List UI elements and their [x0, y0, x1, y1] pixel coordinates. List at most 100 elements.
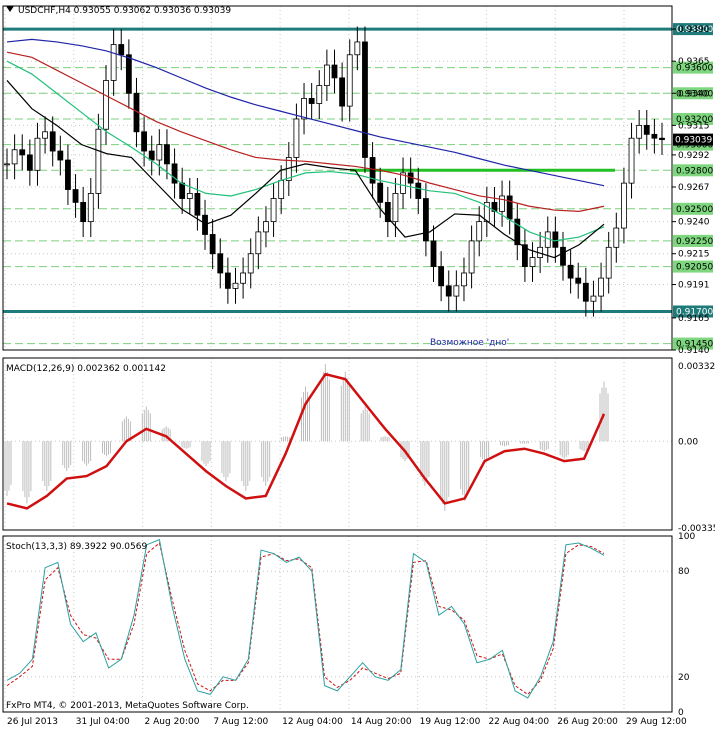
- current-price-text: 0.93039: [675, 136, 712, 146]
- candle-body: [582, 282, 589, 302]
- candle-body: [278, 180, 285, 199]
- candle-body: [103, 80, 109, 130]
- candle-body: [369, 157, 376, 184]
- candle-body: [11, 149, 18, 165]
- price-tick-label: 0.9292: [678, 151, 710, 161]
- level-tag-text: 0.91450: [676, 340, 713, 350]
- candle-body: [164, 144, 170, 165]
- price-tick-label: 0.9315: [678, 121, 710, 131]
- candle-body: [232, 282, 239, 289]
- price-tick-label: 0.9215: [678, 250, 710, 260]
- panel-texts: USDCHF,H4 0.93055 0.93062 0.93036 0.9303…: [6, 6, 509, 711]
- candle-body: [392, 193, 399, 223]
- macd-signal-line: [6, 372, 606, 510]
- candle-body: [598, 277, 604, 297]
- candle-body: [415, 182, 422, 199]
- panel-frame: [2, 5, 673, 351]
- x-tick-label: 26 Aug 20:00: [557, 717, 618, 727]
- stochastic-panel: [6, 538, 605, 699]
- candle-body: [422, 198, 429, 242]
- candle-body: [377, 182, 384, 203]
- candle-body: [186, 193, 193, 199]
- candle-body: [270, 198, 277, 223]
- candle-body: [506, 195, 513, 220]
- price-tick-label: 0.9340: [678, 89, 710, 99]
- price-panel: [4, 26, 665, 317]
- x-tick-label: 22 Aug 04:00: [488, 717, 549, 727]
- candle-body: [110, 44, 117, 81]
- horizontal-levels: 0.93900 0.93600 0.93400 0.93200 0.93000 0.928…: [3, 23, 713, 350]
- x-tick-label: 14 Aug 20:00: [351, 717, 412, 727]
- level-tag-bg: [673, 234, 713, 247]
- level-tag-bg: [673, 337, 713, 350]
- candle-body: [224, 272, 231, 289]
- candle-body: [80, 201, 87, 223]
- level-tag-text: 0.93000: [676, 141, 713, 151]
- stoch-title: Stoch(13,3,3) 89.3922 90.0569: [6, 542, 147, 552]
- candle-body: [575, 277, 582, 284]
- candle-body: [605, 246, 612, 279]
- macd-title: MACD(12,26,9) 0.002362 0.001142: [6, 364, 166, 374]
- symbol-header: USDCHF,H4 0.93055 0.93062 0.93036 0.9303…: [18, 6, 231, 16]
- level-tag-bg: [673, 164, 713, 177]
- candle-body: [141, 131, 147, 152]
- price-tick-label: 0.9365: [678, 57, 710, 67]
- panel-frame: [2, 535, 673, 713]
- price-tick-label: 0.9240: [678, 218, 710, 228]
- candle-body: [263, 221, 269, 233]
- level-tag-text: 0.93600: [676, 64, 713, 74]
- macd-tick-label: 0.00332: [678, 362, 715, 372]
- candle-body: [26, 154, 33, 171]
- candle-body: [57, 150, 64, 161]
- candle-body: [125, 54, 132, 94]
- candle-body: [209, 234, 216, 255]
- stoch-tick-label: 20: [678, 673, 690, 683]
- level-tag-text: 0.91700: [676, 307, 713, 317]
- candle-body: [522, 244, 528, 267]
- price-tick-label: 0.9140: [678, 346, 710, 356]
- axis-labels: 26 Jul 2013 31 Jul 04:00 2 Aug 20:00 7 Aug …: [7, 25, 715, 727]
- candle-body: [293, 118, 300, 158]
- candle-body: [354, 41, 361, 56]
- candle-body: [643, 124, 650, 135]
- ma-red-line: [6, 51, 605, 212]
- x-tick-label: 2 Aug 20:00: [145, 717, 200, 727]
- x-tick-label: 31 Jul 04:00: [76, 717, 130, 727]
- macd-panel: [2, 364, 609, 511]
- ma-green-line: [6, 60, 605, 242]
- candle-body: [240, 272, 247, 284]
- candle-body: [255, 231, 262, 255]
- ma-black-line: [6, 80, 605, 259]
- stoch-signal-line: [6, 542, 605, 696]
- candle-body: [247, 253, 254, 274]
- stoch-tick-label: 80: [678, 567, 690, 577]
- candle-body: [560, 246, 566, 266]
- candle-body: [529, 257, 536, 267]
- candle-body: [65, 159, 71, 190]
- annotation-text: Возможное 'дно': [430, 338, 509, 348]
- x-tick-label: 19 Aug 12:00: [420, 717, 481, 727]
- candle-body: [217, 253, 224, 274]
- copyright-text: FxPro MT4, © 2001-2013, MetaQuotes Softw…: [6, 701, 249, 711]
- candle-body: [42, 131, 48, 139]
- candle-body: [202, 214, 208, 235]
- price-tick-label: 0.9165: [678, 314, 710, 324]
- level-tag-bg: [673, 260, 713, 273]
- level-tag-bg: [673, 305, 713, 318]
- candle-body: [34, 137, 41, 171]
- macd-tick-label: 0.00: [678, 437, 698, 447]
- level-tag-text: 0.92250: [676, 237, 713, 247]
- price-tick-label: 0.9390: [678, 25, 710, 35]
- candle-body: [468, 240, 475, 274]
- candle-body: [590, 295, 597, 302]
- current-price-bg: [673, 133, 713, 146]
- x-tick-label: 12 Aug 04:00: [282, 717, 343, 727]
- candle-body: [499, 195, 505, 212]
- candle-body: [552, 231, 559, 248]
- candle-body: [651, 133, 658, 139]
- axes: [2, 5, 676, 713]
- candle-body: [567, 264, 574, 279]
- candle-body: [628, 137, 635, 184]
- stoch-tick-label: 100: [678, 532, 695, 542]
- candle-body: [346, 54, 353, 107]
